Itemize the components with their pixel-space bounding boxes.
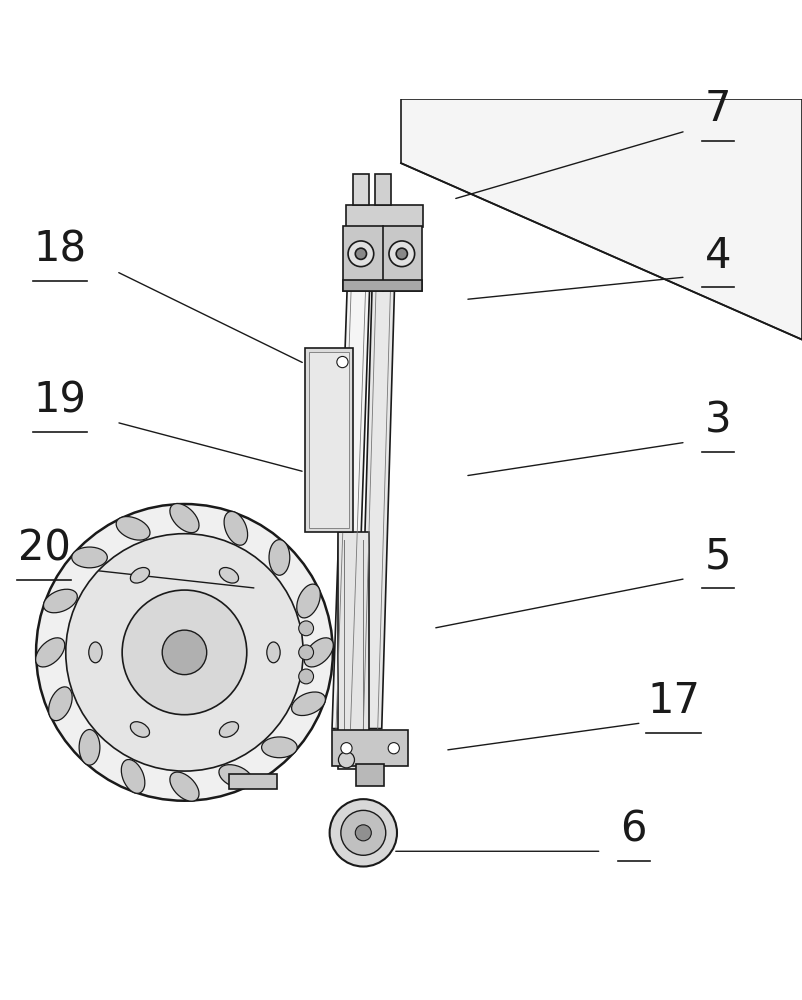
Circle shape [355,248,367,259]
Bar [356,764,384,786]
Ellipse shape [220,722,238,737]
Bar [305,348,353,532]
Circle shape [66,534,303,771]
Ellipse shape [131,568,149,583]
Text: 5: 5 [704,536,731,578]
Bar [343,226,422,291]
Ellipse shape [79,730,100,765]
Ellipse shape [121,760,145,793]
Ellipse shape [170,772,199,801]
Bar [346,205,423,227]
Bar [332,730,408,766]
Ellipse shape [220,568,238,583]
Circle shape [337,356,348,368]
Ellipse shape [170,504,199,533]
Circle shape [341,810,386,855]
Circle shape [122,590,247,715]
Text: 7: 7 [705,88,731,130]
Ellipse shape [43,589,77,613]
Ellipse shape [224,511,248,545]
Ellipse shape [304,638,334,667]
Circle shape [298,621,314,636]
Circle shape [348,241,374,267]
Text: 17: 17 [647,680,700,722]
Ellipse shape [49,687,72,721]
Text: 3: 3 [704,399,731,441]
Polygon shape [359,285,395,729]
Circle shape [298,669,314,684]
Ellipse shape [116,517,150,540]
Circle shape [388,743,399,754]
Bar [338,532,369,769]
Bar [309,352,349,528]
Text: 19: 19 [34,379,87,421]
Circle shape [36,504,333,801]
Circle shape [355,825,371,841]
Ellipse shape [292,692,326,716]
Ellipse shape [35,638,65,667]
Circle shape [341,743,352,754]
Ellipse shape [131,722,149,737]
Ellipse shape [267,642,280,663]
Text: 6: 6 [620,808,647,850]
Circle shape [389,241,415,267]
Text: 18: 18 [34,229,87,271]
Circle shape [162,630,207,675]
Bar [229,774,277,789]
Polygon shape [401,99,802,340]
Bar [353,174,369,205]
Circle shape [338,752,354,768]
Bar [343,280,422,291]
Polygon shape [332,285,370,729]
Ellipse shape [297,584,320,618]
Ellipse shape [219,765,253,788]
Bar [375,174,391,205]
Ellipse shape [269,540,290,575]
Ellipse shape [71,547,107,568]
Text: 20: 20 [18,528,71,570]
Circle shape [396,248,407,259]
Ellipse shape [261,737,298,758]
Circle shape [298,645,314,660]
Circle shape [330,799,397,867]
Text: 4: 4 [704,235,731,277]
Ellipse shape [89,642,102,663]
